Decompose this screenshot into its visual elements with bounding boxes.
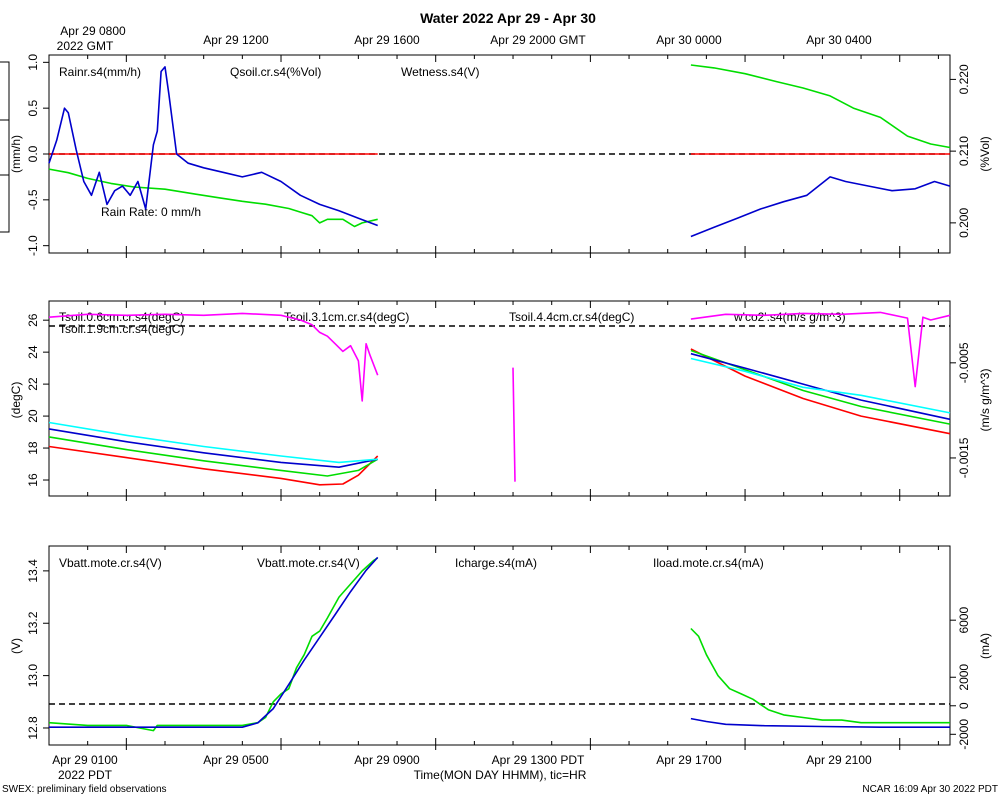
- series-line-icharge-s4-ma-blue: [690, 717, 950, 729]
- bottom-axis-year-label: 2022 PDT: [58, 768, 113, 782]
- panel-middle-frame: [48, 300, 951, 497]
- top-axis-tick-label: Apr 30 0000: [656, 33, 722, 47]
- footer-right: NCAR 16:09 Apr 30 2022 PDT: [862, 784, 998, 795]
- top-axis-tick-label: Apr 29 1200: [203, 33, 269, 47]
- series-line-w-co2-s4-m-s-g-m-3-magenta: [512, 367, 516, 482]
- x-axis-title: Time(MON DAY HHMM), tic=HR: [414, 768, 587, 782]
- series-line-tsoil-0-6cm-cr-s4-degc-red: [48, 445, 379, 486]
- y-tick-label-right: 0.210: [957, 136, 971, 166]
- series-line-wetness-s4-v-blue: [690, 176, 951, 238]
- middle-right-axis-label: (m/s g/m^3): [978, 369, 992, 432]
- series-line-qsoil-cr-s4-vol-green: [48, 168, 378, 228]
- legend-icharge: Icharge.s4(mA): [455, 556, 537, 570]
- legend-vbatt-green: Vbatt.mote.cr.s4(V): [257, 556, 360, 570]
- legend-tsoil-4-4cm: Tsoil.4.4cm.cr.s4(degC): [509, 310, 634, 324]
- bottom-axis-tick-label: Apr 29 2100: [806, 753, 872, 767]
- middle-left-axis-label: (degC): [9, 382, 23, 419]
- bottom-axis-tick-label: Apr 29 1700: [656, 753, 722, 767]
- y-tick-label-left: 13.4: [26, 559, 40, 583]
- y-tick-label-right: -0.0005: [957, 342, 971, 383]
- top-right-axis-label: (%Vol): [978, 136, 992, 171]
- series-line-tsoil-4-4cm-cr-s4-degc-cyan: [48, 421, 378, 464]
- legend-wco2: w'co2'.s4(m/s g/m^3): [733, 310, 846, 324]
- rain-rate-annotation: Rain Rate: 0 mm/h: [101, 205, 201, 219]
- series-line-tsoil-1-9cm-cr-s4-degc-green: [690, 349, 951, 425]
- top-left-axis-label: (mm/h): [9, 135, 23, 173]
- y-tick-label-left: 24: [26, 345, 40, 359]
- y-tick-label-left: 13.0: [26, 664, 40, 688]
- top-axis-tick-label: Apr 29 2000 GMT: [490, 33, 586, 47]
- bottom-axis-tick-label: Apr 29 0900: [354, 753, 420, 767]
- y-tick-label-left: 20: [26, 409, 40, 423]
- y-tick-label-right: 0: [957, 702, 971, 709]
- bottom-axis-tick-label: Apr 29 0100: [52, 753, 118, 767]
- top-axis-start-label-2: 2022 GMT: [57, 39, 114, 53]
- series-line-tsoil-1-9cm-cr-s4-degc-green: [48, 436, 379, 477]
- legend-tsoil-1-9cm: Tsoil.1.9cm.cr.s4(degC): [59, 322, 184, 336]
- y-tick-label-left: 16: [26, 473, 40, 487]
- series-line-tsoil-3-1cm-cr-s4-degc-blue: [48, 428, 378, 469]
- top-axis-tick-label: Apr 30 0400: [806, 33, 872, 47]
- legend-tsoil-3-1cm: Tsoil.3.1cm.cr.s4(degC): [284, 310, 409, 324]
- y-tick-label-left: 13.2: [26, 611, 40, 635]
- panel-bottom-frame: [48, 545, 951, 746]
- legend-box-edge: [0, 61, 10, 233]
- series-line-tsoil-4-4cm-cr-s4-degc-cyan: [690, 357, 951, 414]
- series-line-tsoil-0-6cm-cr-s4-degc-red: [690, 348, 951, 435]
- legend-iload: Iload.mote.cr.s4(mA): [653, 556, 764, 570]
- y-tick-label-right: -0.0015: [957, 437, 971, 478]
- y-tick-label-left: 18: [26, 441, 40, 455]
- top-axis-tick-label: Apr 29 1600: [354, 33, 420, 47]
- y-tick-label-right: -2000: [957, 719, 971, 750]
- bottom-right-axis-label: (mA): [978, 633, 992, 659]
- y-tick-label-right: 0.200: [957, 208, 971, 238]
- legend-rainr: Rainr.s4(mm/h): [59, 65, 141, 79]
- legend-vbatt-red: Vbatt.mote.cr.s4(V): [59, 556, 162, 570]
- bottom-axis-tick-label: Apr 29 1300 PDT: [492, 753, 585, 767]
- y-tick-label-left: 1.0: [26, 54, 40, 71]
- y-tick-label-right: 2000: [957, 664, 971, 691]
- y-tick-label-left: 22: [26, 377, 40, 391]
- series-line-qsoil-cr-s4-vol-green: [690, 64, 951, 149]
- y-tick-label-left: 26: [26, 313, 40, 327]
- top-axis-start-label-1: Apr 29 0800: [60, 24, 126, 38]
- y-tick-label-left: -0.5: [26, 189, 40, 210]
- y-tick-label-right: 0.220: [957, 64, 971, 94]
- footer-left: SWEX: preliminary field observations: [2, 784, 167, 795]
- y-tick-label-right: 6000: [957, 607, 971, 634]
- bottom-axis-tick-label: Apr 29 0500: [203, 753, 269, 767]
- series-line-vbatt-mote-cr-s4-v-green: [690, 627, 950, 724]
- series-line-wetness-s4-v-blue: [48, 66, 378, 227]
- series-line-icharge-s4-ma-blue: [49, 556, 379, 729]
- y-tick-label-left: 0.5: [26, 100, 40, 117]
- legend-qsoil: Qsoil.cr.s4(%Vol): [230, 65, 321, 79]
- series-line-w-co2-s4-m-s-g-m-3-magenta: [48, 312, 379, 402]
- bottom-left-axis-label: (V): [9, 638, 23, 654]
- y-tick-label-left: 12.8: [26, 716, 40, 740]
- y-tick-label-left: 0.0: [26, 145, 40, 162]
- legend-wetness: Wetness.s4(V): [401, 65, 479, 79]
- y-tick-label-left: -1.0: [26, 235, 40, 256]
- series-line-w-co2-s4-m-s-g-m-3-magenta: [690, 311, 951, 388]
- chart-title: Water 2022 Apr 29 - Apr 30: [420, 10, 596, 26]
- series-line-tsoil-3-1cm-cr-s4-degc-blue: [690, 352, 951, 421]
- legend-tsoil-0-6cm: Tsoil.0.6cm.cr.s4(degC): [59, 310, 184, 324]
